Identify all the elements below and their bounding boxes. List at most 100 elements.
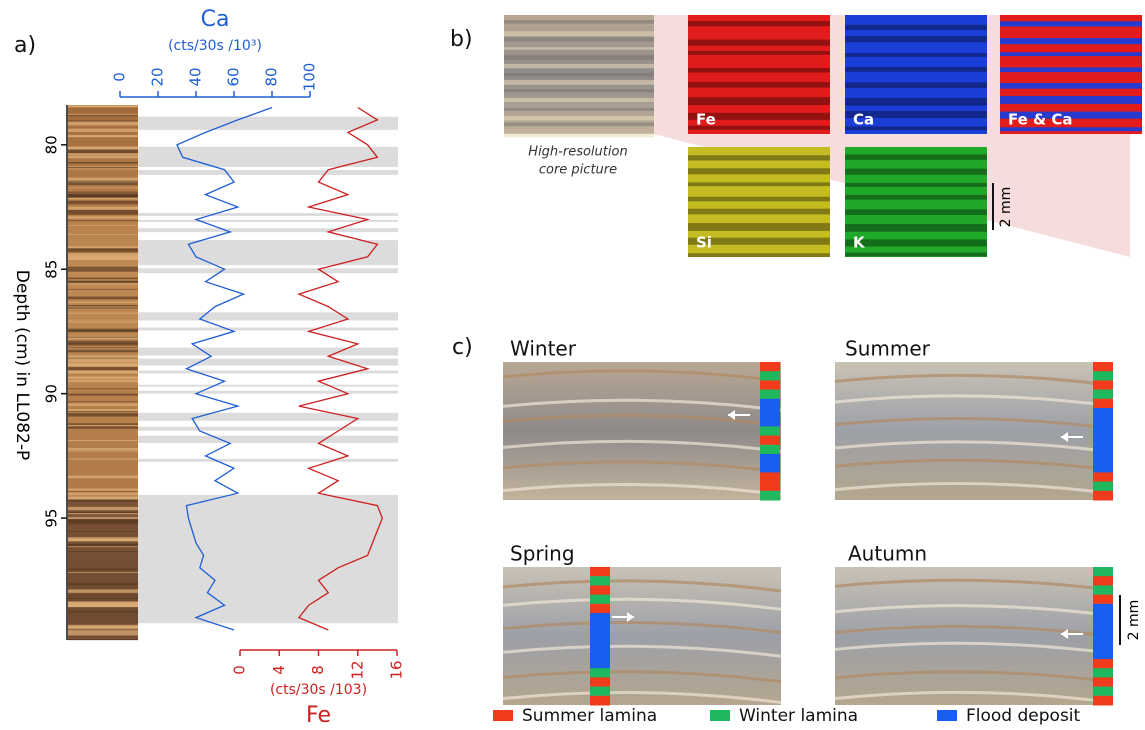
core-lamina — [68, 266, 138, 269]
core-lamina — [68, 530, 138, 532]
y-tick-label: 95 — [43, 509, 61, 528]
map-label: Si — [696, 234, 712, 252]
panel-label: a) — [14, 33, 36, 58]
core-lamina — [68, 411, 138, 412]
map-band — [688, 39, 830, 46]
lamina-strip — [760, 408, 780, 418]
flood-layer — [138, 327, 398, 331]
photo-lamina — [502, 644, 782, 658]
core-lamina — [68, 212, 138, 215]
map-band — [688, 67, 830, 73]
core-lamina — [68, 604, 138, 608]
map-band — [1000, 96, 1142, 104]
axis-title: Ca — [201, 7, 230, 32]
photo-lamina — [502, 621, 782, 635]
lamina-strip — [1093, 481, 1113, 492]
lamina-strip — [1093, 380, 1113, 391]
legend-swatch — [493, 710, 513, 721]
flood-layer — [138, 228, 398, 233]
map-band — [688, 208, 830, 215]
season-label: Autumn — [848, 542, 927, 566]
core-lamina — [68, 388, 138, 390]
core-lamina — [68, 347, 138, 351]
x-tick-label: 20 — [149, 67, 167, 86]
lamina-strip — [1093, 640, 1113, 651]
map-band — [845, 36, 987, 43]
photo-lamina — [504, 47, 654, 50]
lamina-strip — [1093, 631, 1113, 642]
lamina-strip — [590, 567, 610, 577]
lamina-strip — [760, 454, 780, 464]
core-lamina — [68, 409, 138, 412]
core-lamina — [68, 234, 138, 235]
map-band — [845, 126, 987, 131]
core-lamina — [68, 246, 138, 248]
lamina-strip — [760, 444, 780, 455]
lamina-strip — [760, 481, 780, 492]
photo-lamina — [504, 72, 654, 77]
core-lamina — [68, 288, 138, 290]
x-tick-label: 60 — [225, 67, 243, 86]
lamina-strip — [1093, 408, 1113, 418]
map-band — [688, 182, 830, 187]
lamina-strip — [590, 668, 610, 678]
photo-lamina — [504, 98, 654, 103]
map-label: K — [853, 234, 866, 252]
y-tick-label: 80 — [43, 135, 61, 154]
photo-lamina — [504, 133, 654, 138]
flood-layer — [138, 435, 398, 443]
map-band — [845, 67, 987, 72]
map-band — [688, 112, 830, 120]
core-lamina — [68, 402, 138, 404]
core-lamina — [68, 277, 138, 280]
core-lamina — [68, 216, 138, 218]
core-lamina — [68, 488, 138, 491]
flood-layer — [138, 494, 398, 624]
lamina-strip — [590, 686, 610, 697]
lamina-strip — [760, 417, 780, 427]
lamina-strip — [590, 622, 610, 632]
map-label: Fe & Ca — [1008, 111, 1072, 129]
map-band — [845, 239, 987, 247]
core-lamina — [68, 225, 138, 227]
map-band — [845, 209, 987, 216]
flood-layer — [138, 358, 398, 366]
core-lamina — [68, 541, 138, 545]
core-lamina — [68, 328, 138, 332]
photo-lamina — [504, 63, 654, 69]
lamina-strip — [1093, 389, 1113, 400]
lamina-strip — [760, 380, 780, 391]
lamina-strip — [1093, 454, 1113, 464]
arrow-head — [728, 410, 735, 420]
lamina-strip — [760, 362, 780, 372]
arrow-head — [627, 612, 634, 622]
scale-label: 2 mm — [998, 187, 1014, 228]
core-lamina — [68, 632, 138, 636]
legend-label: Summer lamina — [522, 706, 657, 726]
core-lamina — [68, 506, 138, 511]
legend-label: Flood deposit — [966, 706, 1081, 726]
photo-lamina — [502, 579, 782, 593]
season-photo — [835, 567, 1113, 705]
map-band — [688, 81, 830, 88]
lamina-strip — [760, 398, 780, 409]
season-label: Winter — [510, 337, 577, 361]
lamina-strip — [1093, 362, 1113, 372]
lamina-strip — [590, 585, 610, 596]
season-label: Spring — [510, 542, 575, 566]
lamina-strip — [590, 649, 610, 660]
lamina-strip — [590, 695, 610, 706]
photo-lamina — [502, 398, 782, 412]
core-lamina — [68, 355, 138, 359]
photo-lamina — [502, 439, 782, 453]
core-lamina — [68, 589, 138, 593]
photo-lamina — [834, 373, 1114, 387]
core-lamina — [68, 448, 138, 452]
flood-layer — [138, 426, 398, 431]
lamina-strip — [1093, 576, 1113, 586]
core-lamina — [68, 198, 138, 200]
lamina-strip — [1093, 472, 1113, 483]
x-tick-label: 16 — [388, 660, 406, 679]
core-lamina — [68, 610, 138, 613]
